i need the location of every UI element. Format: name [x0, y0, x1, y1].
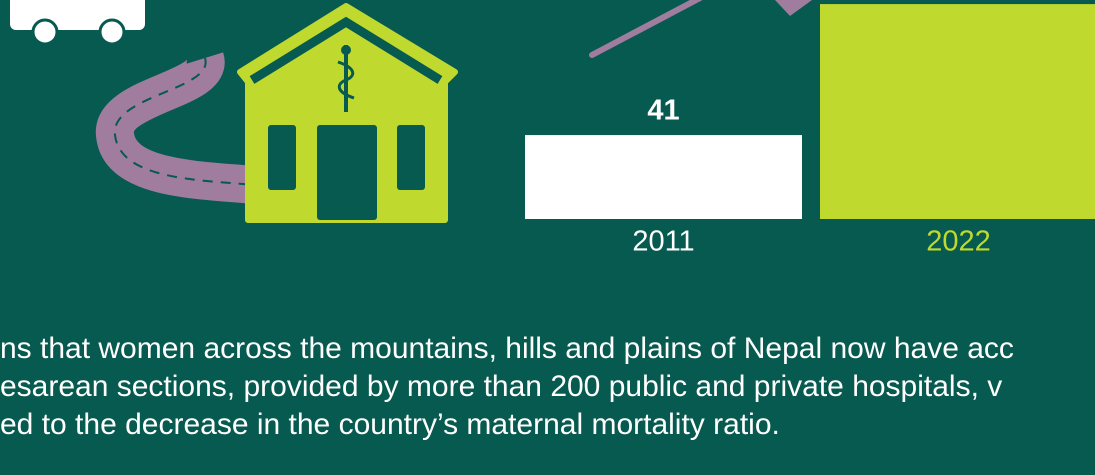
hospital-window [268, 125, 296, 190]
value-label: 41 [647, 95, 679, 127]
car-wheel [33, 20, 57, 44]
caduceus-head [341, 45, 351, 55]
infographic: 2011 41 2022 ns that women across the mount… [0, 0, 1095, 475]
hospital-window [397, 125, 425, 190]
car-wheel [100, 20, 124, 44]
car [10, 0, 145, 30]
bar [525, 135, 802, 219]
x-tick-label: 2011 [632, 226, 694, 258]
paragraph-line: esarean sections, provided by more than … [0, 370, 1002, 403]
bar [820, 4, 1095, 219]
x-tick-label: 2022 [926, 226, 991, 258]
paragraph-line: ed to the decrease in the country’s mate… [0, 408, 780, 441]
paragraph-line: ns that women across the mountains, hill… [0, 332, 1014, 365]
hospital-door [317, 125, 377, 220]
page: 2011 41 2022 ns that women across the mount… [0, 0, 1095, 475]
